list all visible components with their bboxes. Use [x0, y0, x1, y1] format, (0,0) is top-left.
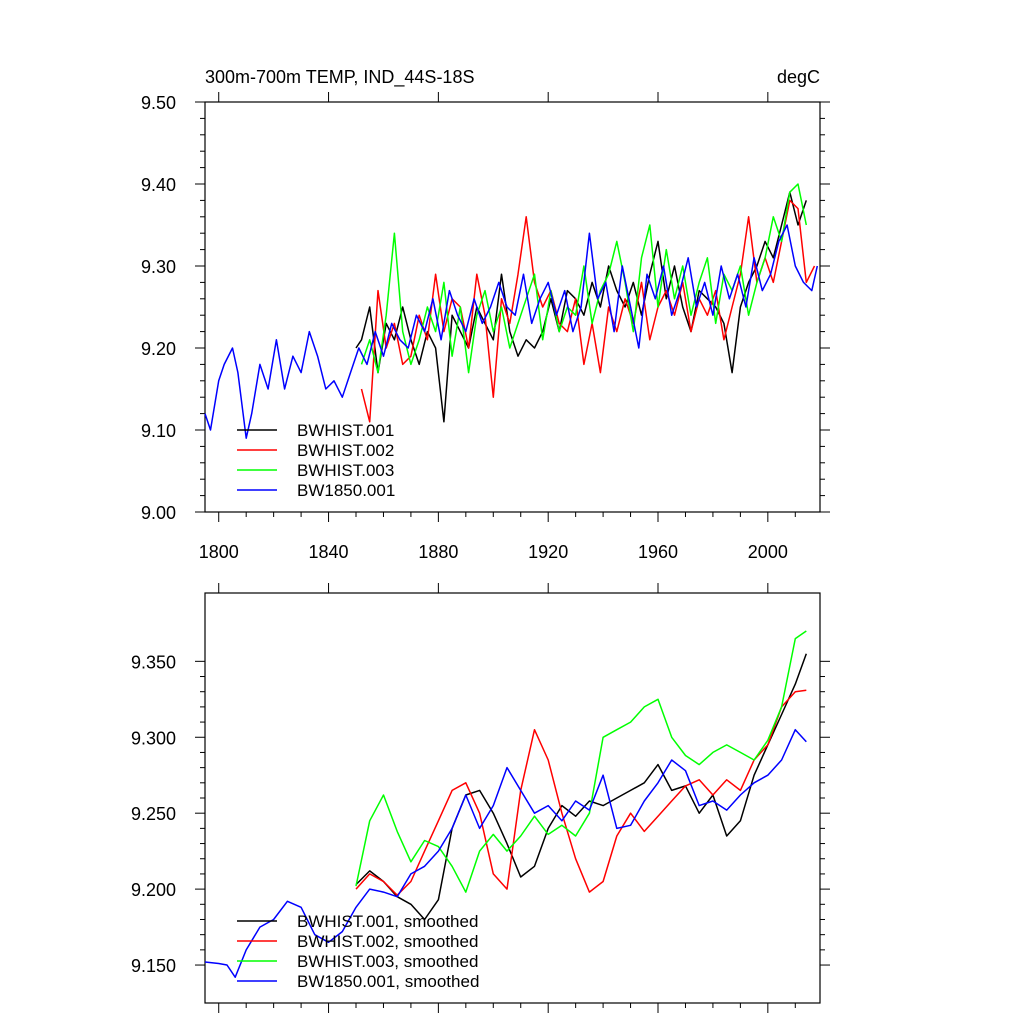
chart0-x-tick-label: 1800 — [199, 542, 239, 562]
chart0-y-tick-label: 9.50 — [141, 93, 176, 113]
chart1-y-tick-label: 9.150 — [131, 956, 176, 976]
chart0-y-tick-label: 9.30 — [141, 257, 176, 277]
chart1-series-line-1 — [355, 689, 807, 896]
chart0-y-tick-label: 9.00 — [141, 503, 176, 523]
chart0-x-tick-label: 1840 — [309, 542, 349, 562]
bottom-panel: 9.150 9.200 9.250 9.300 9.350 BWHIST.001, smo… — [131, 583, 830, 1013]
chart0-legend-label-0: BWHIST.001 — [297, 421, 394, 440]
chart1-legend-label-2: BWHIST.003, smoothed — [297, 952, 478, 971]
chart1-series-line-2 — [355, 630, 807, 893]
chart0-legend-label-1: BWHIST.002 — [297, 441, 394, 460]
chart0-legend-label-2: BWHIST.003 — [297, 461, 394, 480]
chart0-y-tick-label: 9.20 — [141, 339, 176, 359]
chart1-series-line-3 — [204, 728, 807, 978]
chart0-x-tick-label: 2000 — [748, 542, 788, 562]
chart0-y-tick-label: 9.10 — [141, 421, 176, 441]
chart-units: degC — [777, 67, 820, 87]
chart0-legend-label-3: BW1850.001 — [297, 481, 395, 500]
top-panel: 300m-700m TEMP, IND_44S-18S degC 1800 184… — [141, 67, 830, 562]
chart1-y-tick-label: 9.250 — [131, 804, 176, 824]
chart1-legend-label-3: BW1850.001, smoothed — [297, 972, 479, 991]
chart1-y-tick-label: 9.350 — [131, 652, 176, 672]
chart0-plot-frame — [204, 101, 821, 513]
chart1-legend-label-1: BWHIST.002, smoothed — [297, 932, 478, 951]
chart0-y-tick-label: 9.40 — [141, 175, 176, 195]
chart1-y-tick-label: 9.300 — [131, 728, 176, 748]
chart0-x-tick-label: 1960 — [638, 542, 678, 562]
chart0-x-tick-label: 1920 — [528, 542, 568, 562]
chart1-series-line-0 — [355, 653, 808, 921]
chart0-x-tick-label: 1880 — [418, 542, 458, 562]
chart1-y-tick-label: 9.200 — [131, 880, 176, 900]
chart1-legend-label-0: BWHIST.001, smoothed — [297, 912, 478, 931]
chart-title: 300m-700m TEMP, IND_44S-18S — [205, 67, 474, 88]
chart0-series-line-3 — [204, 224, 819, 439]
